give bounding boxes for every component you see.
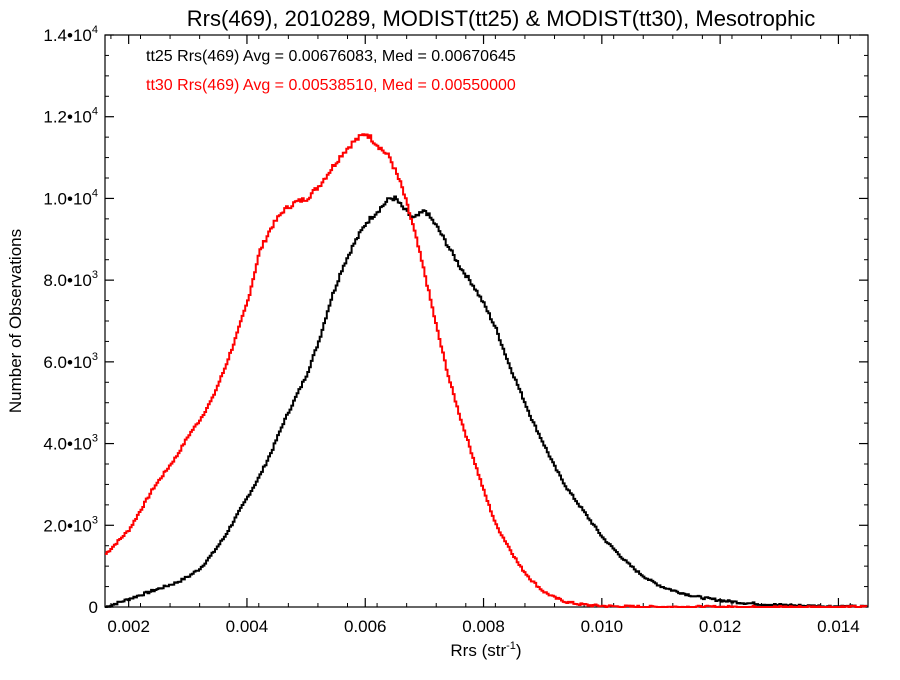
- y-tick-exponent: 3: [92, 433, 98, 445]
- y-tick-label: 4.0•103: [43, 433, 98, 454]
- y-tick-label: 1.0•104: [43, 187, 98, 208]
- y-tick-mantissa: 6.0•10: [43, 353, 92, 372]
- x-tick-label: 0.012: [699, 617, 742, 636]
- y-tick-mantissa: 0: [89, 598, 98, 617]
- histogram-series: [105, 133, 868, 608]
- x-axis-label-exponent: -1: [506, 640, 516, 652]
- y-tick-mantissa: 1.2•10: [43, 108, 92, 127]
- plot-frame: [104, 34, 869, 608]
- x-tick-label: 0.010: [581, 617, 624, 636]
- axis-ticks: 0.002 0.004 0.006 0.008 0.010 0.012 0.014 0 2.0•…: [43, 24, 868, 636]
- x-axis-label-close: ): [516, 641, 522, 660]
- y-tick-mantissa: 2.0•10: [43, 516, 92, 535]
- y-tick-mantissa: 1.0•10: [43, 189, 92, 208]
- y-tick-exponent: 3: [92, 514, 98, 526]
- x-tick-label: 0.002: [107, 617, 150, 636]
- tt25-stats-annotation: tt25 Rrs(469) Avg = 0.00676083, Med = 0.…: [146, 48, 516, 65]
- y-tick-exponent: 3: [92, 269, 98, 281]
- y-tick-label: 8.0•103: [43, 269, 98, 290]
- tt30-stats-annotation: tt30 Rrs(469) Avg = 0.00538510, Med = 0.…: [146, 77, 516, 94]
- y-tick-label: 6.0•103: [43, 351, 98, 372]
- y-tick-mantissa: 8.0•10: [43, 271, 92, 290]
- tt30-histogram-line: [105, 133, 868, 608]
- y-tick-exponent: 4: [92, 106, 98, 118]
- y-tick-label: 1.4•104: [43, 24, 98, 45]
- x-axis-label-main: Rrs (str: [450, 641, 506, 660]
- y-tick-label: 0: [89, 598, 98, 617]
- y-tick-mantissa: 1.4•10: [43, 26, 92, 45]
- chart-title: Rrs(469), 2010289, MODIST(tt25) & MODIST…: [187, 6, 815, 31]
- y-tick-exponent: 3: [92, 351, 98, 363]
- y-tick-exponent: 4: [92, 24, 98, 36]
- y-tick-exponent: 4: [92, 187, 98, 199]
- y-tick-label: 2.0•103: [43, 514, 98, 535]
- tt25-histogram-line: [105, 195, 868, 608]
- y-tick-mantissa: 4.0•10: [43, 435, 92, 454]
- y-tick-label: 1.2•104: [43, 106, 98, 127]
- x-tick-label: 0.004: [226, 617, 269, 636]
- x-axis-label: Rrs (str-1): [450, 640, 521, 660]
- y-axis-label: Number of Observations: [6, 229, 25, 413]
- x-tick-label: 0.008: [462, 617, 505, 636]
- x-tick-label: 0.014: [817, 617, 860, 636]
- x-tick-label: 0.006: [344, 617, 387, 636]
